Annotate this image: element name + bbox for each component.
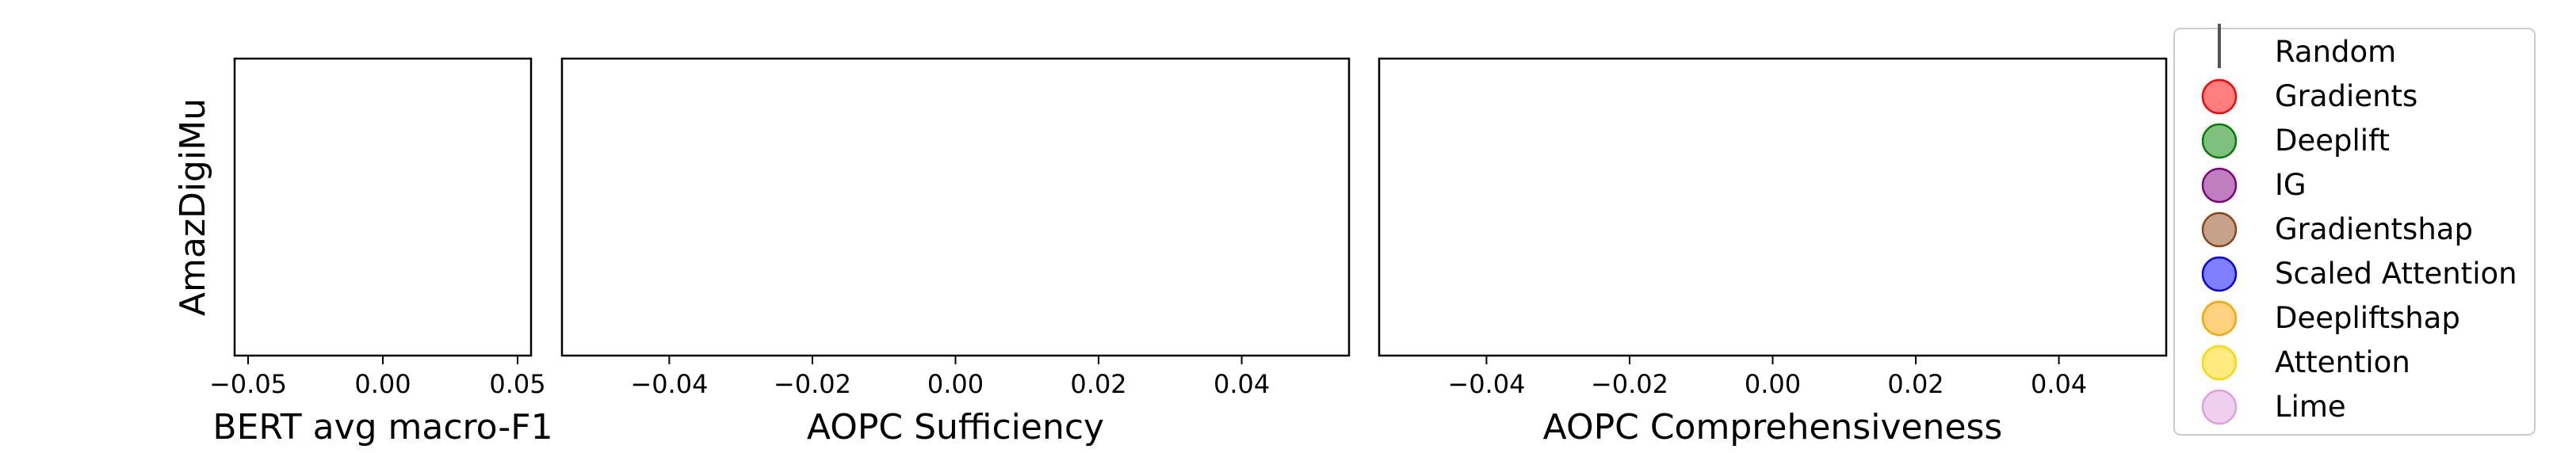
plot-area	[1378, 57, 2168, 357]
x-tick-label: 0.02	[1070, 369, 1126, 399]
x-tick-label: 0.02	[1887, 369, 1943, 399]
legend-circle-marker	[2201, 211, 2238, 248]
x-tick-label: 0.04	[2031, 369, 2087, 399]
legend-label: Attention	[2275, 345, 2410, 379]
legend-entry: Attention	[2201, 345, 2410, 381]
legend-entry: Deeplift	[2201, 123, 2390, 159]
legend-entry: Gradientshap	[2201, 211, 2473, 248]
x-axis-label: AOPC Sufficiency	[807, 407, 1104, 447]
x-tick-label: −0.05	[209, 369, 287, 399]
legend-label: Random	[2275, 35, 2396, 69]
panels: −0.05 0.00 0.05 BERT avg macro-F1 AmazDigiMu…	[173, 57, 2168, 447]
legend-circle-marker	[2201, 300, 2238, 337]
legend-circle-marker	[2201, 123, 2238, 159]
legend-entry: IG	[2201, 167, 2307, 204]
legend-circle-marker	[2201, 256, 2238, 292]
legend-label: IG	[2275, 168, 2307, 202]
legend-label: Scaled Attention	[2275, 257, 2517, 291]
x-tick-label: 0.00	[927, 369, 984, 399]
legend-entry: Gradients	[2201, 78, 2417, 115]
x-tick-label: −0.04	[630, 369, 708, 399]
chart-panel-2: −0.04 −0.02 0.00 0.02 0.04 AOPC Sufficiency	[560, 57, 1351, 447]
legend-label: Deeplift	[2275, 124, 2390, 158]
legend-circle-marker	[2201, 345, 2238, 381]
legend-label: Lime	[2275, 390, 2346, 424]
legend-circle-marker	[2201, 389, 2238, 425]
x-tick-label: −0.02	[774, 369, 851, 399]
legend-entry: Random	[2218, 24, 2396, 69]
chart-panel-1: −0.05 0.00 0.05 BERT avg macro-F1 AmazDigiMu	[173, 57, 553, 447]
legend-label: Gradientshap	[2275, 212, 2473, 246]
x-tick-label: −0.02	[1591, 369, 1668, 399]
legend-entry: Deepliftshap	[2201, 300, 2460, 337]
plot-area	[560, 57, 1351, 357]
legend-circle-marker	[2201, 167, 2238, 204]
legend-entry: Scaled Attention	[2201, 256, 2517, 292]
legend-frame	[2173, 28, 2536, 436]
y-axis-label: AmazDigiMu	[173, 98, 213, 316]
plot-area	[233, 57, 533, 357]
legend-label: Deepliftshap	[2275, 301, 2460, 335]
chart-panel-3: −0.04 −0.02 0.00 0.02 0.04 AOPC Comprehensive…	[1378, 57, 2168, 447]
x-tick-label: −0.04	[1447, 369, 1525, 399]
legend: Random Gradients Deeplift IG Gradientshap Sca…	[2173, 24, 2536, 436]
x-tick-label: 0.00	[354, 369, 411, 399]
x-tick-label: 0.05	[489, 369, 545, 399]
legend-label: Gradients	[2275, 79, 2417, 113]
x-axis-label: BERT avg macro-F1	[212, 407, 552, 447]
x-tick-label: 0.04	[1213, 369, 1270, 399]
x-axis-label: AOPC Comprehensiveness	[1543, 407, 2003, 447]
legend-entry: Lime	[2201, 389, 2346, 425]
x-tick-label: 0.00	[1745, 369, 1801, 399]
legend-circle-marker	[2201, 78, 2238, 115]
